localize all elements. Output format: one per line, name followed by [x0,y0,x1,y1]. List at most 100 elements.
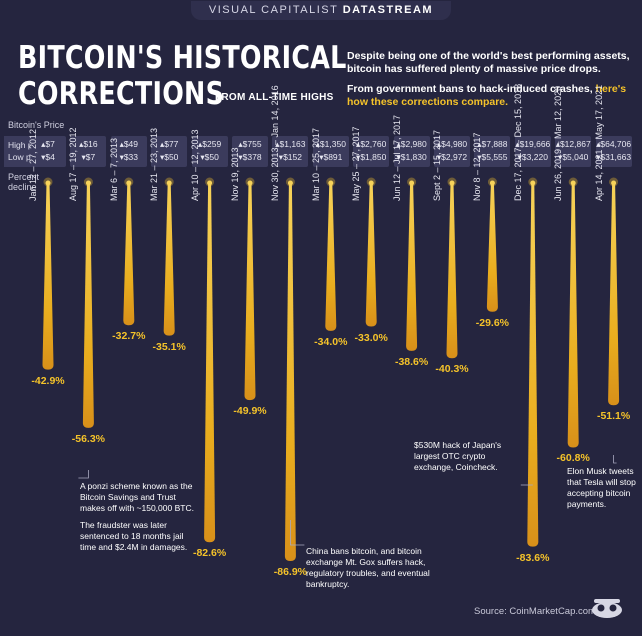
title-line-2: CORRECTIONS [18,76,225,112]
date-label: Jun 26, 2019 – Mar 12, 2020 [553,85,564,201]
decline-bar [446,183,458,359]
decline-bar [325,183,337,331]
percent-value: -56.3% [71,432,106,445]
high-price-value: ▴$64,706 [596,139,632,149]
low-price-label: Low price [8,152,45,162]
price-cell: ▴$259 ▾$50 [191,136,228,167]
high-price-value: ▴$1,163 [275,139,306,149]
percent-value: -38.6% [394,355,429,368]
high-price-value: ▴$16 [79,139,98,149]
high-price-value: ▴$755 [238,139,262,149]
bar-top-dot [207,180,213,186]
price-cell: ▴$1,163 ▾$152 [272,136,309,167]
percent-label-line-2: decline [8,182,37,192]
high-price-value: ▴$49 [119,139,139,149]
intro-highlight: here's how these corrections compare. [347,83,627,108]
low-price-value: ▾$50 [200,152,219,162]
date-label: Sept 2 – 15, 2017 [432,129,442,201]
source-credit: Source: CoinMarketCap.com [474,606,596,617]
percent-value: -29.6% [475,316,510,329]
low-price-value: ▾$378 [238,152,262,162]
low-price-value: ▾$50 [159,152,179,162]
price-cell: ▴$2,760 ▾$1,850 [353,136,390,167]
bar-top-dot [287,180,293,186]
percent-value: -34.0% [314,335,348,348]
date-label: Nov 19, 2013 [230,147,240,201]
percent-value: -49.9% [233,405,267,418]
percent-value: -32.7% [112,330,146,343]
low-price-value: ▾$5,040 [558,152,589,162]
annotation-leader [613,455,617,464]
intro-text: Despite being one of the world's best pe… [347,50,632,116]
price-cell: ▴$16 ▾$7 [70,136,107,167]
low-price-value: ▾$7 [81,152,96,162]
high-price-value: ▴$2,760 [356,139,387,149]
high-price-value: ▴$19,666 [515,139,551,149]
high-price-value: ▴$1,350 [315,139,346,149]
price-cell: ▴$64,706 ▾$31,663 [595,136,632,167]
decline-bar [284,183,296,562]
low-price-value: ▾$2,972 [436,152,468,162]
brand-tab: VISUAL CAPITALIST DATASTREAM [190,1,452,20]
decline-bar [204,183,216,543]
ponzi-note-2: The fraudster was later sentenced to 18 … [80,520,188,552]
decline-bar [406,183,418,351]
percent-value: -51.1% [596,410,631,423]
high-price-value: ▴$7 [41,139,55,149]
percent-value: -60.8% [556,452,590,465]
percent-value: -82.6% [192,547,227,560]
high-price-value: ▴$7,888 [477,139,508,149]
date-label: Mar 6 – 7, 2013 [108,137,119,201]
annotation-leader [78,470,89,479]
bar-top-dot [126,180,132,186]
high-price-value: ▴$2,980 [396,139,427,149]
low-price-value: ▾$5,555 [477,152,508,162]
ponzi-note-1: A ponzi scheme known as the Bitcoin Savi… [80,481,194,513]
intro-plain: From government bans to hack-induced cra… [347,83,593,95]
date-label: Nov 8 – 12, 2017 [472,132,483,201]
bar-top-dot [85,180,91,186]
percent-value: -42.9% [31,374,65,387]
visual-capitalist-logo [590,597,624,624]
date-label: Jan 12 – 27, 2012 [28,128,38,201]
price-cell: ▴$77 ▾$50 [151,136,188,167]
bar-top-dot [45,180,51,186]
date-label: Jun 12 – Jul 17, 2017 [391,114,402,201]
bar-top-dot [409,180,415,186]
bar-top-dot [570,180,576,186]
high-price-value: ▴$77 [159,139,179,149]
decline-bar [42,183,54,370]
page-title: BITCOIN'S HISTORICAL CORRECTIONS [18,40,347,112]
bar-top-dot [530,180,536,186]
percent-value: -40.3% [435,363,469,376]
low-price-value: ▾$33 [119,152,139,162]
date-label: Nov 30, 2013 – Jan 14, 2016 [270,85,281,201]
price-cell: ▴$49 ▾$33 [110,136,147,167]
brand-product: DATASTREAM [342,4,434,16]
bar-top-dot [611,180,617,186]
percent-decline-label: Percent decline [8,172,39,192]
brand-name: VISUAL CAPITALIST [208,4,339,16]
decline-bar [567,183,579,448]
bar-top-dot [449,180,455,186]
page-subtitle: FROM ALL-TIME HIGHS [215,92,334,103]
decline-bar [608,183,620,406]
price-cell: ▴$4,980 ▾$2,972 [434,136,470,167]
musk-note: Elon Musk tweets that Tesla will stop ac… [567,466,636,509]
decline-bar [365,183,377,327]
bar-top-dot [166,180,172,186]
price-cell: ▴$12,867 ▾$5,040 [555,136,592,167]
price-cell: ▴$2,980 ▾$1,830 [393,136,430,167]
date-label: Aug 17 – 19, 2012 [68,127,79,201]
bar-top-dot [328,180,334,186]
date-label: Mar 21 – 23, 2013 [149,127,160,201]
annotation-leader [289,520,305,546]
bar-top-dot [368,180,374,186]
price-cell: ▴$19,666 ▾$3,220 [514,136,551,167]
decline-bar [244,183,256,401]
high-price-value: ▴$12,867 [555,139,591,149]
percent-value: -33.0% [354,331,388,344]
low-price-value: ▾$891 [319,152,343,162]
low-price-value: ▾$152 [278,152,302,162]
